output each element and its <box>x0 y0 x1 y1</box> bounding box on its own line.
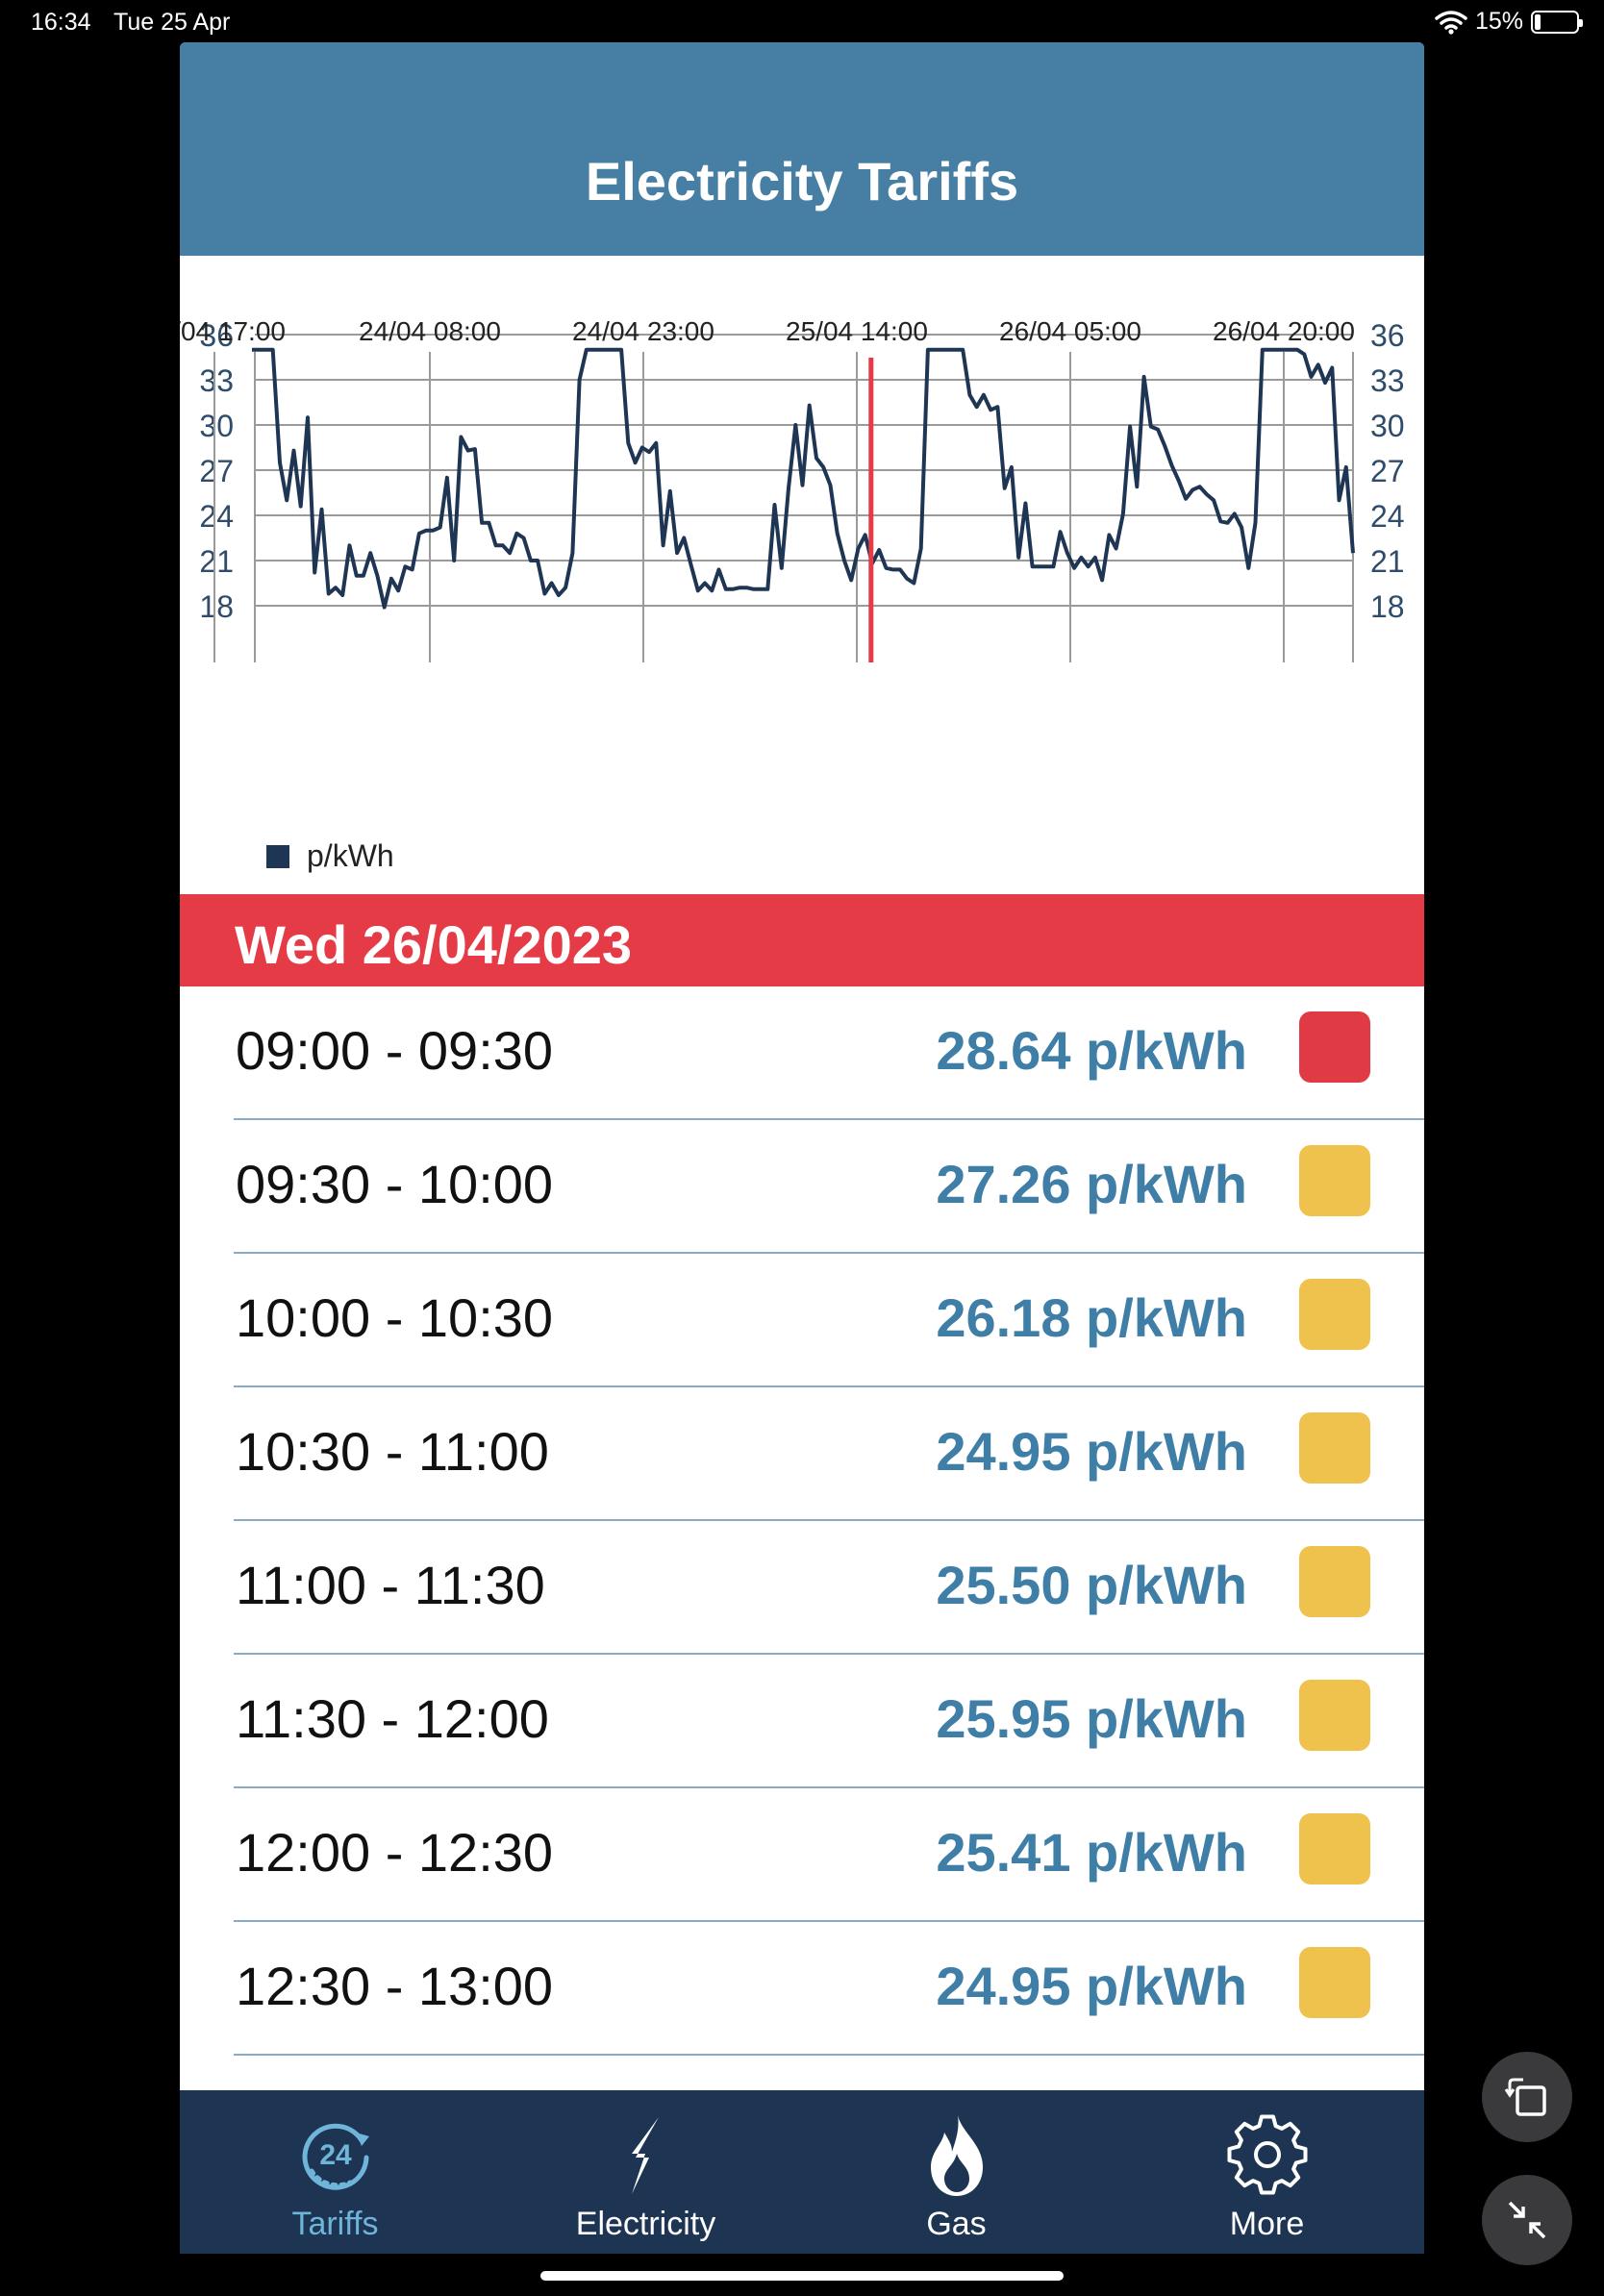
y-tick-label-right: 24 <box>1370 499 1405 534</box>
tariff-price: 27.26 p/kWh <box>936 1154 1247 1214</box>
clock-24-icon: 24 <box>302 2123 369 2190</box>
tariff-list[interactable]: 09:00 - 09:30 28.64 p/kWh 09:30 - 10:00 27.… <box>180 986 1424 2056</box>
tab-more-label: More <box>1229 2206 1305 2242</box>
y-tick-label-right: 27 <box>1370 454 1405 488</box>
tariff-level-indicator <box>1299 1412 1370 1484</box>
tab-tariffs-label: Tariffs <box>291 2206 379 2242</box>
tariff-price: 26.18 p/kWh <box>936 1287 1247 1348</box>
tab-more[interactable]: More <box>1112 2090 1422 2254</box>
status-time: 16:34 <box>31 9 91 36</box>
tab-tariffs-badge: 24 <box>319 2139 352 2171</box>
rotate-button[interactable] <box>1482 2052 1572 2142</box>
y-tick-label: 33 <box>199 363 234 398</box>
x-tick-label: 23/04 17:00 <box>180 316 286 346</box>
tariff-row[interactable]: 12:30 - 13:00 24.95 p/kWh <box>234 1922 1424 2056</box>
minimize-button[interactable] <box>1482 2175 1572 2265</box>
app-window: Electricity Tariffs 36 36 33 33 30 30 27 27 24 24… <box>180 42 1424 2254</box>
y-tick-label: 36 <box>199 318 234 353</box>
tariff-row[interactable]: 10:30 - 11:00 24.95 p/kWh <box>234 1387 1424 1521</box>
day-label: Wed 26/04/2023 <box>235 914 633 975</box>
lightning-icon <box>631 2117 659 2194</box>
tariff-level-indicator <box>1299 1947 1370 2018</box>
chart-legend: p/kWh <box>266 838 394 874</box>
flame-icon <box>930 2115 983 2196</box>
tariff-level-indicator <box>1299 1145 1370 1216</box>
tab-electricity-label: Electricity <box>575 2206 716 2242</box>
tariff-level-indicator <box>1299 1680 1370 1751</box>
wifi-icon <box>1435 10 1467 35</box>
tariff-price: 25.95 p/kWh <box>936 1688 1247 1749</box>
home-indicator[interactable] <box>540 2271 1064 2281</box>
status-bar: 16:34 Tue 25 Apr 15% <box>0 0 1604 44</box>
tariff-chart[interactable]: 36 36 33 33 30 30 27 27 24 24 21 21 18 18 23/04 17:00 2… <box>180 256 1424 894</box>
y-tick-label-right: 21 <box>1370 544 1405 579</box>
x-tick-label: 26/04 05:00 <box>999 316 1141 346</box>
tariff-time: 09:30 - 10:00 <box>236 1154 554 1214</box>
minimize-icon <box>1508 2201 1546 2239</box>
y-tick-label-right: 30 <box>1370 409 1405 443</box>
tariff-time: 10:30 - 11:00 <box>236 1421 549 1482</box>
tariff-row[interactable]: 11:00 - 11:30 25.50 p/kWh <box>234 1521 1424 1655</box>
tariff-time: 11:00 - 11:30 <box>236 1555 545 1615</box>
tariff-price: 28.64 p/kWh <box>936 1020 1247 1081</box>
tariff-price: 24.95 p/kWh <box>936 1956 1247 2016</box>
tariff-time: 11:30 - 12:00 <box>236 1688 549 1749</box>
tariff-level-indicator <box>1299 1546 1370 1617</box>
app-header: Electricity Tariffs <box>180 42 1424 256</box>
tariff-row[interactable]: 09:00 - 09:30 28.64 p/kWh <box>234 986 1424 1120</box>
legend-label: p/kWh <box>307 838 394 873</box>
legend-swatch <box>266 844 289 868</box>
day-banner: Wed 26/04/2023 <box>180 894 1424 986</box>
tariff-row[interactable]: 09:30 - 10:00 27.26 p/kWh <box>234 1120 1424 1254</box>
tab-tariffs[interactable]: 24 Tariffs <box>180 2090 490 2254</box>
y-tick-label-right: 33 <box>1370 363 1405 398</box>
y-tick-label: 18 <box>199 589 234 624</box>
y-tick-label: 27 <box>199 454 234 488</box>
tab-gas[interactable]: Gas <box>801 2090 1112 2254</box>
series-line <box>252 347 1355 610</box>
tariff-price: 24.95 p/kWh <box>936 1421 1247 1482</box>
tariff-time: 09:00 - 09:30 <box>236 1020 554 1081</box>
tab-bar: 24 Tariffs Electricity Gas More <box>180 2090 1424 2254</box>
x-tick-label: 24/04 08:00 <box>359 316 501 346</box>
tariff-time: 10:00 - 10:30 <box>236 1287 554 1348</box>
page-title: Electricity Tariffs <box>585 151 1019 212</box>
y-tick-label: 21 <box>199 544 234 579</box>
gear-icon <box>1227 2114 1307 2195</box>
y-tick-label: 30 <box>199 409 234 443</box>
battery-icon <box>1531 10 1583 34</box>
tariff-level-indicator <box>1299 1813 1370 1884</box>
y-tick-label-right: 36 <box>1370 318 1405 353</box>
tariff-price: 25.50 p/kWh <box>936 1555 1247 1615</box>
battery-percent: 15% <box>1474 8 1523 35</box>
rotate-icon <box>1504 2078 1546 2116</box>
y-tick-label: 24 <box>199 499 234 534</box>
tab-electricity[interactable]: Electricity <box>490 2090 801 2254</box>
battery-level <box>1535 13 1541 30</box>
status-indicators: 15% <box>1435 8 1583 36</box>
tab-gas-label: Gas <box>926 2206 987 2242</box>
tariff-chart-svg: 36 36 33 33 30 30 27 27 24 24 21 21 18 18 23/04 17:00 2… <box>180 316 1405 662</box>
tariff-price: 25.41 p/kWh <box>936 1822 1247 1883</box>
tariff-time: 12:00 - 12:30 <box>236 1822 554 1883</box>
tariff-row[interactable]: 12:00 - 12:30 25.41 p/kWh <box>234 1788 1424 1922</box>
status-date: Tue 25 Apr <box>113 9 231 36</box>
x-tick-label: 26/04 20:00 <box>1213 316 1355 346</box>
x-tick-label: 24/04 23:00 <box>572 316 714 346</box>
x-tick-label: 25/04 14:00 <box>786 316 928 346</box>
y-tick-label-right: 18 <box>1370 589 1405 624</box>
tariff-level-indicator <box>1299 1279 1370 1350</box>
tariff-time: 12:30 - 13:00 <box>236 1956 554 2016</box>
tariff-level-indicator <box>1299 1011 1370 1083</box>
tariff-row[interactable]: 10:00 - 10:30 26.18 p/kWh <box>234 1254 1424 1387</box>
tariff-row[interactable]: 11:30 - 12:00 25.95 p/kWh <box>234 1655 1424 1788</box>
